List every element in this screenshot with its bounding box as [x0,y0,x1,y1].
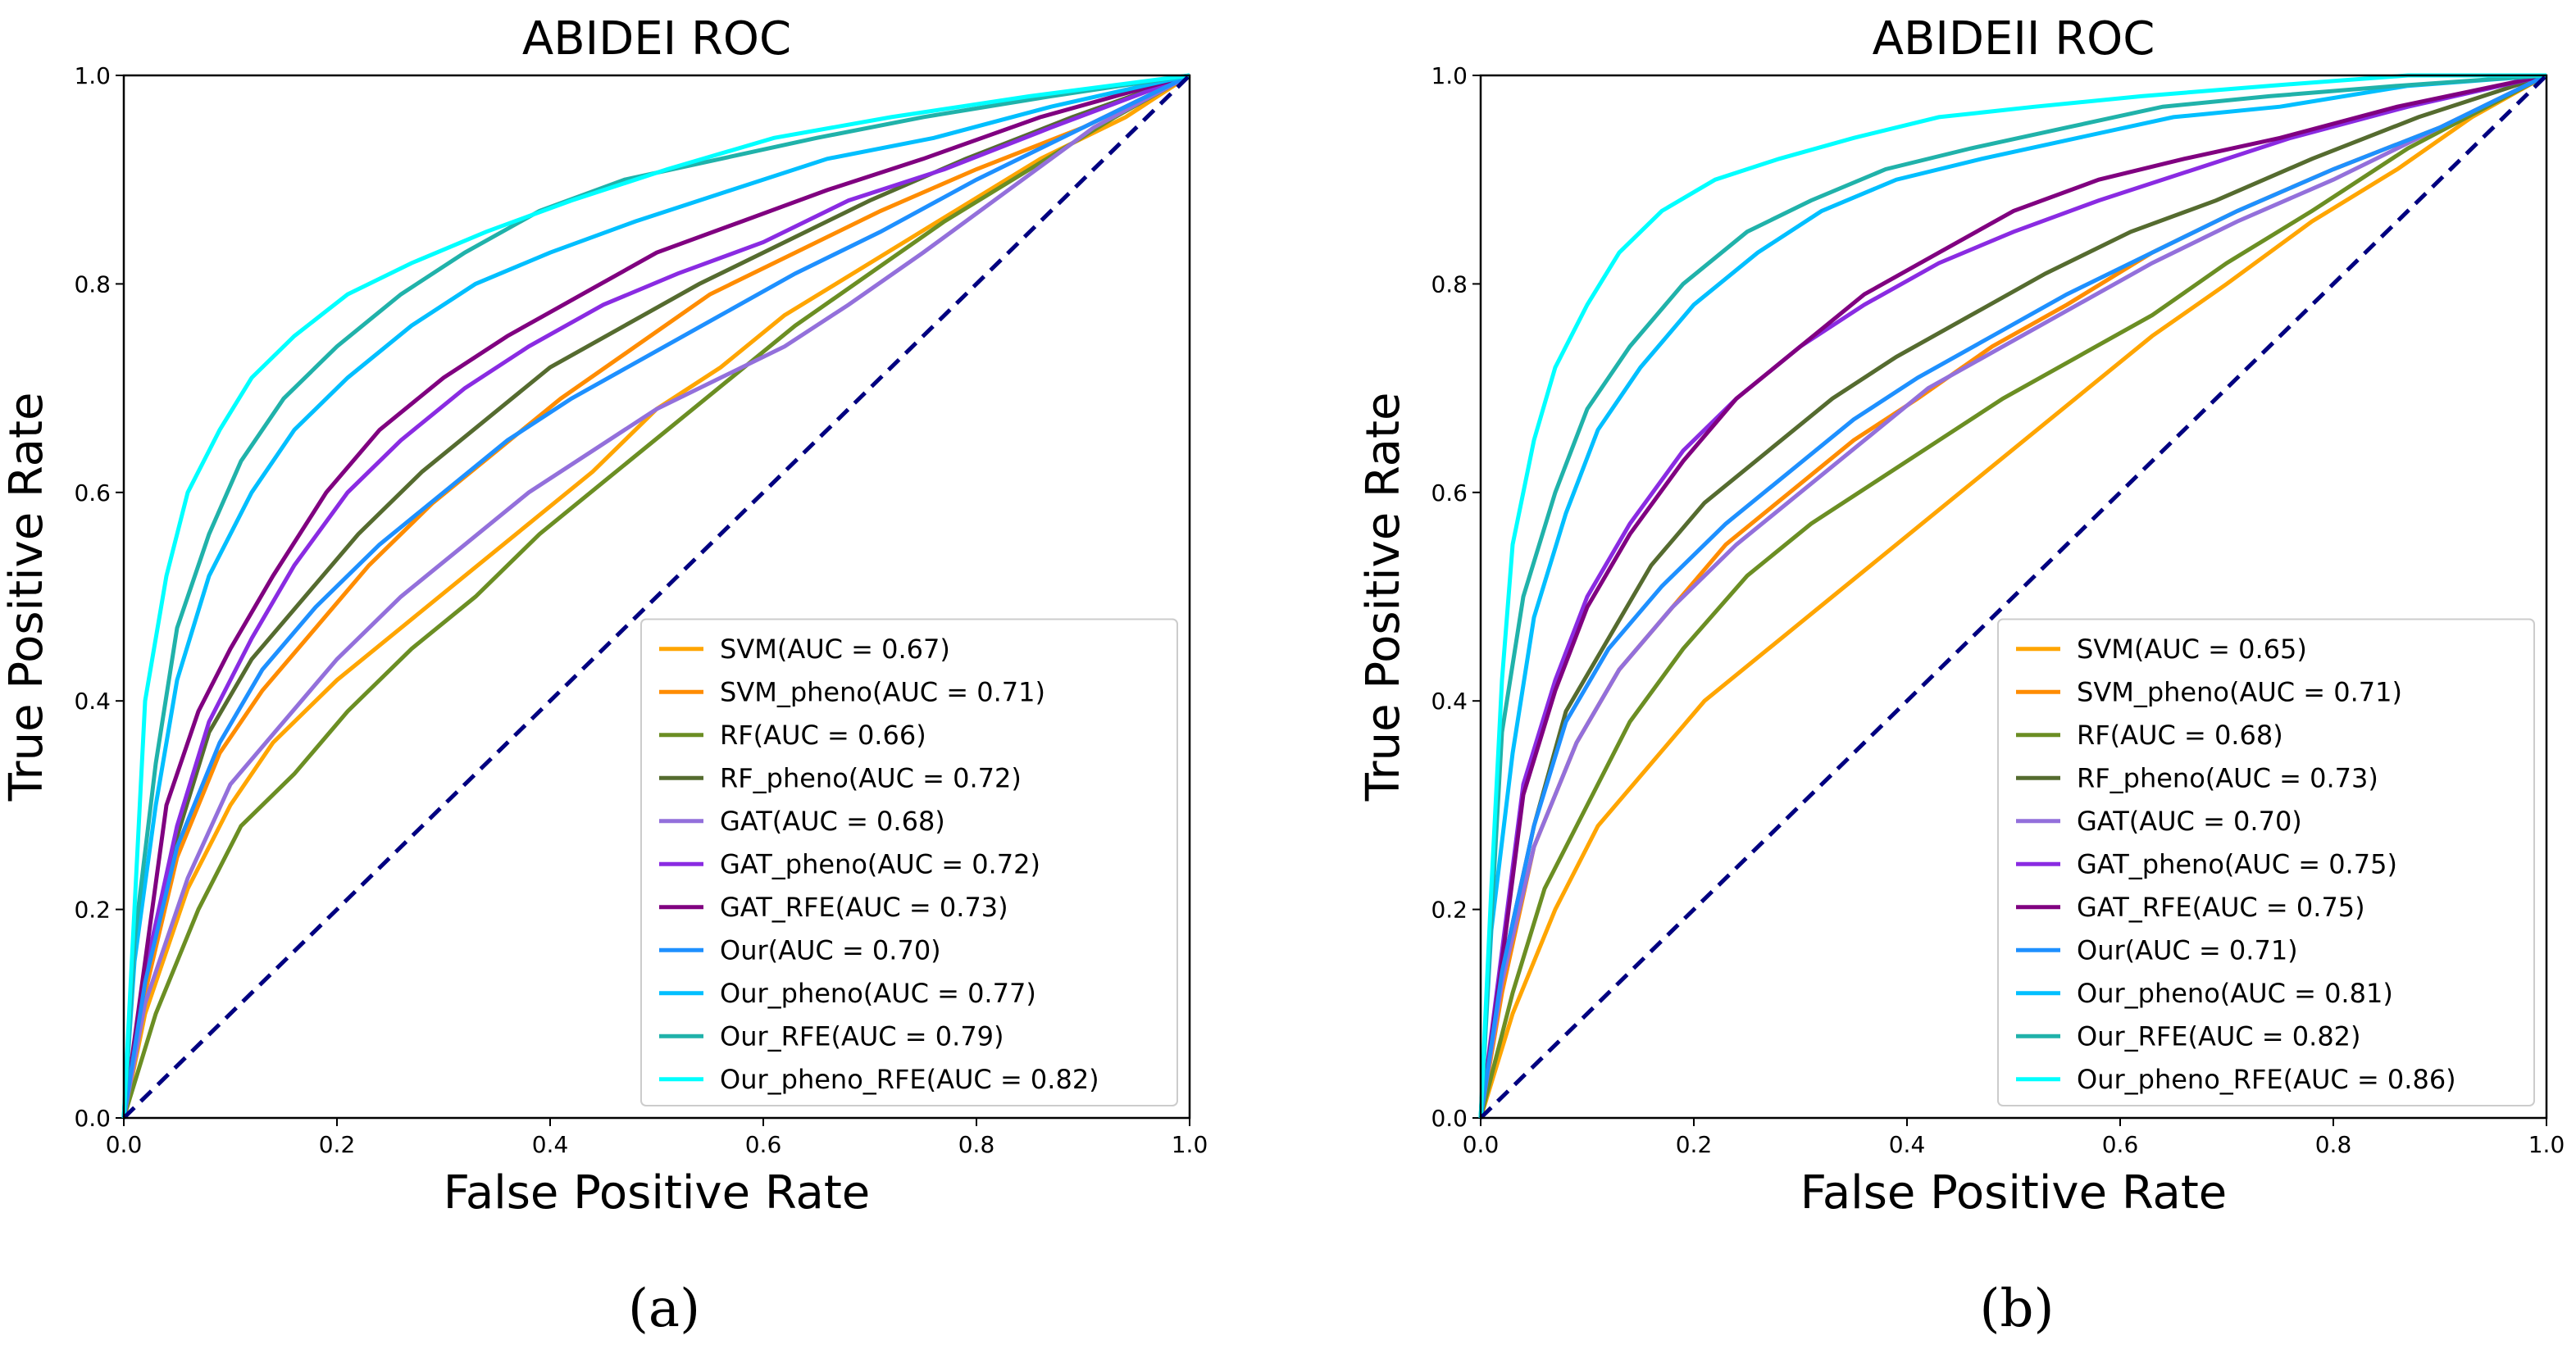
series-line-2 [1478,73,2548,1119]
series-line-5 [121,73,1190,1119]
caption-a: (a) [582,1279,746,1339]
x-tick-label: 0.2 [319,1131,356,1158]
series-line-8 [121,73,1190,1119]
series-line-6 [121,73,1190,1119]
x-tick-label: 0.4 [532,1131,569,1158]
series-line-4 [1478,73,2548,1119]
chance-line [122,74,1191,1120]
caption-a-text: (a) [627,1279,701,1339]
legend: SVM(AUC = 0.67) SVM_pheno(AUC = 0.71) RF(A… [640,618,1178,1106]
series-line-9 [1478,73,2547,1119]
legend-entry: Our(AUC = 0.71) [2077,934,2298,965]
y-tick-label: 1.0 [74,62,111,89]
legend-entry: Our_pheno(AUC = 0.77) [720,978,1036,1009]
legend-box [640,618,1178,1106]
y-tick-label: 0.0 [74,1105,111,1132]
x-tick-label: 0.4 [1889,1131,1926,1158]
y-axis-label: True Positive Rate [0,393,53,802]
series-line-10 [1478,73,2546,1119]
series-line-2 [121,73,1191,1119]
x-tick-label: 0.6 [745,1131,782,1158]
legend-entry: Our_RFE(AUC = 0.82) [2077,1020,2361,1052]
legend-entry: Our(AUC = 0.70) [720,934,941,965]
series-line-0 [121,73,1191,1119]
y-axis-label: True Positive Rate [1357,393,1410,802]
x-tick-label: 0.0 [1463,1131,1500,1158]
chance-line [1479,74,2548,1120]
legend-entry: Our_pheno_RFE(AUC = 0.86) [2077,1064,2456,1095]
legend-entry: Our_RFE(AUC = 0.79) [720,1020,1004,1052]
y-tick-label: 0.4 [1431,688,1468,715]
chart-b: ABIDEII ROC False Positive Rate True Posit… [1357,12,2565,1220]
legend: SVM(AUC = 0.65) SVM_pheno(AUC = 0.71) RF(A… [1997,618,2535,1106]
x-tick-label: 0.8 [958,1131,995,1158]
y-tick-label: 0.2 [1431,897,1468,924]
x-axis-label: False Positive Rate [444,1166,870,1220]
x-tick-label: 0.2 [1676,1131,1713,1158]
series-line-4 [121,73,1191,1119]
legend-entry: GAT_pheno(AUC = 0.72) [720,848,1040,879]
x-tick-label: 0.6 [2102,1131,2139,1158]
legend-entry: Our_pheno_RFE(AUC = 0.82) [720,1064,1099,1095]
chart-title: ABIDEI ROC [522,12,791,66]
legend-entry: GAT(AUC = 0.68) [720,806,945,837]
legend-entry: SVM_pheno(AUC = 0.71) [720,676,1045,707]
legend-entry: RF(AUC = 0.68) [2077,720,2283,751]
series-line-9 [121,73,1190,1119]
legend-entry: GAT(AUC = 0.70) [2077,806,2302,837]
chart-title: ABIDEII ROC [1873,12,2155,66]
y-tick-label: 0.8 [74,270,111,298]
legend-entry: RF(AUC = 0.66) [720,720,926,751]
series-line-10 [121,73,1190,1119]
legend-entry: RF_pheno(AUC = 0.73) [2077,762,2378,793]
y-tick-label: 1.0 [1431,62,1468,89]
x-tick-label: 1.0 [1172,1131,1208,1158]
plot-frame [1479,74,2548,1120]
plot-frame [122,74,1191,1120]
y-tick-label: 0.8 [1431,270,1468,298]
legend-entry: SVM(AUC = 0.65) [2077,634,2307,665]
y-tick-label: 0.6 [1431,479,1468,507]
y-tick-label: 0.6 [74,479,111,507]
legend-entry: Our_pheno(AUC = 0.81) [2077,978,2393,1009]
series-line-7 [121,73,1191,1119]
legend-entry: SVM_pheno(AUC = 0.71) [2077,676,2402,707]
legend-entry: GAT_RFE(AUC = 0.73) [720,892,1008,923]
series-line-7 [1478,73,2548,1119]
legend-box [1997,618,2535,1106]
series-line-6 [1478,73,2547,1119]
chart-a: ABIDEI ROC False Positive Rate True Positi… [0,12,1208,1220]
x-tick-label: 0.8 [2315,1131,2352,1158]
legend-entry: GAT_RFE(AUC = 0.75) [2077,892,2365,923]
caption-b-text: (b) [1979,1279,2055,1339]
y-tick-label: 0.0 [1431,1105,1468,1132]
series-line-3 [121,73,1190,1119]
y-tick-label: 0.4 [74,688,111,715]
y-tick-label: 0.2 [74,897,111,924]
legend-entry: SVM(AUC = 0.67) [720,634,950,665]
legend-entry: RF_pheno(AUC = 0.72) [720,762,1022,793]
x-tick-label: 1.0 [2528,1131,2565,1158]
x-axis-label: False Positive Rate [1800,1166,2227,1220]
x-tick-label: 0.0 [106,1131,143,1158]
legend-entry: GAT_pheno(AUC = 0.75) [2077,848,2397,879]
series-line-8 [1478,73,2547,1119]
series-line-0 [1478,73,2548,1119]
caption-b: (b) [1935,1279,2099,1339]
